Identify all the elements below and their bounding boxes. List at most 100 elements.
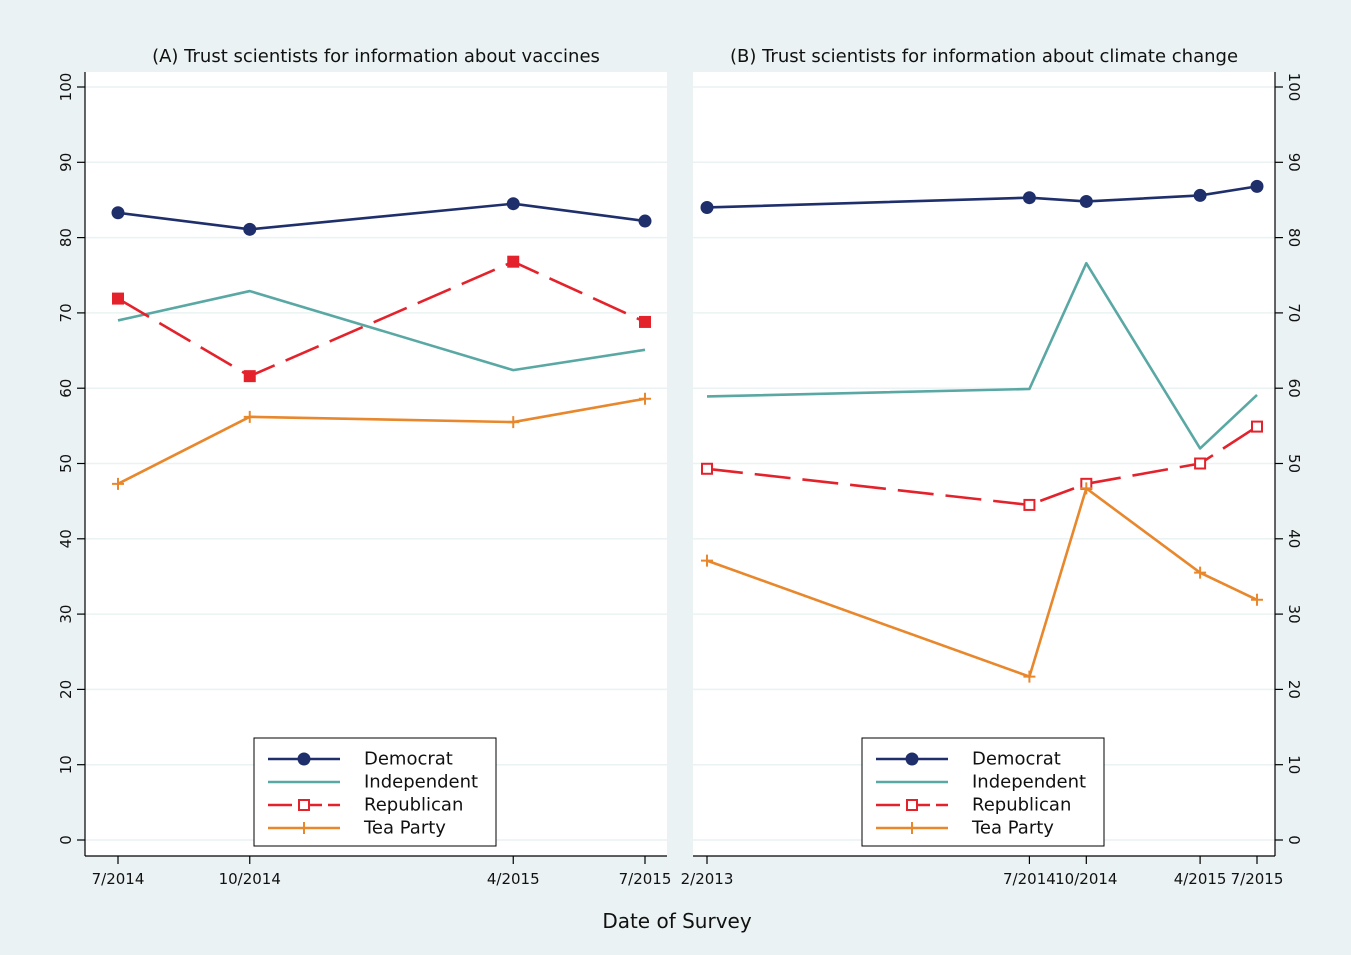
x-tick-label-2-2013: 2/2013 bbox=[681, 870, 734, 888]
point-tea-party-4-2015 bbox=[507, 416, 520, 429]
panel-a-series bbox=[111, 197, 652, 490]
panel-a-vaccines: 0 10 20 30 40 50 60 70 80 90 100 7/2014 10/2014 4/20… bbox=[57, 46, 671, 888]
series-tea-party bbox=[112, 392, 651, 490]
point-republican-7-2014 bbox=[112, 292, 124, 305]
y-tick-label-80: 80 bbox=[57, 228, 75, 247]
legend-marker-republican bbox=[298, 799, 310, 811]
point-tea-party-4-2015 bbox=[1194, 566, 1207, 579]
y-tick-label-20: 20 bbox=[1285, 680, 1303, 699]
y-tick-label-10: 10 bbox=[1285, 755, 1303, 774]
panel-b-y-ticks: 0 10 20 30 40 50 60 70 80 90 100 bbox=[1275, 73, 1303, 845]
y-tick-label-90: 90 bbox=[57, 153, 75, 172]
x-tick-label-7-2014: 7/2014 bbox=[1003, 870, 1056, 888]
y-tick-label-40: 40 bbox=[1285, 529, 1303, 548]
point-tea-party-10-2014 bbox=[1080, 482, 1093, 495]
y-tick-label-70: 70 bbox=[1285, 303, 1303, 322]
legend-label-democrat: Democrat bbox=[972, 749, 1061, 770]
series-republican bbox=[112, 255, 651, 383]
series-line-republican bbox=[117, 260, 646, 378]
legend-entry-republican: Republican bbox=[876, 795, 1071, 816]
legend-label-tea-party: Tea Party bbox=[971, 818, 1054, 839]
legend-marker-democrat bbox=[905, 752, 919, 766]
y-tick-label-10: 10 bbox=[57, 755, 75, 774]
series-independent bbox=[706, 261, 1258, 450]
legend-label-independent: Independent bbox=[972, 772, 1086, 793]
legend-label-republican: Republican bbox=[364, 795, 463, 816]
legend-marker-republican bbox=[906, 799, 918, 811]
legend-marker-tea-party bbox=[906, 822, 918, 834]
point-tea-party-7-2015 bbox=[639, 392, 651, 405]
x-tick-label-4-2015: 4/2015 bbox=[487, 870, 540, 888]
point-democrat-10-2014 bbox=[243, 222, 257, 236]
legend-entry-independent: Independent bbox=[876, 772, 1086, 793]
point-democrat-7-2014 bbox=[1022, 191, 1036, 205]
panel-b-title: (B) Trust scientists for information abo… bbox=[730, 46, 1238, 67]
legend-marker-democrat bbox=[297, 752, 311, 766]
panel-a-gridlines bbox=[85, 86, 667, 841]
series-democrat bbox=[700, 179, 1264, 214]
x-tick-label-7-2015: 7/2015 bbox=[619, 870, 672, 888]
x-tick-label-4-2015: 4/2015 bbox=[1174, 870, 1227, 888]
point-democrat-4-2015 bbox=[1193, 188, 1207, 202]
panel-b-x-ticks: 2/2013 7/2014 10/2014 4/2015 7/2015 bbox=[681, 856, 1284, 888]
x-axis-title: Date of Survey bbox=[602, 909, 752, 933]
point-democrat-7-2015 bbox=[638, 214, 652, 228]
y-tick-label-100: 100 bbox=[57, 73, 75, 102]
point-republican-7-2015 bbox=[639, 315, 651, 328]
point-democrat-7-2015 bbox=[1250, 179, 1264, 193]
panel-b-climate-change: 0 10 20 30 40 50 60 70 80 90 100 2/2013 7/2014 10/20… bbox=[681, 46, 1303, 888]
y-tick-label-70: 70 bbox=[57, 303, 75, 322]
point-republican-7-2015 bbox=[1251, 420, 1263, 433]
point-tea-party-7-2014 bbox=[1023, 670, 1036, 683]
legend-entry-democrat: Democrat bbox=[876, 749, 1061, 770]
x-tick-label-7-2014: 7/2014 bbox=[92, 870, 145, 888]
y-tick-label-60: 60 bbox=[1285, 379, 1303, 398]
y-tick-label-20: 20 bbox=[57, 680, 75, 699]
series-line-democrat bbox=[117, 202, 646, 231]
y-tick-label-0: 0 bbox=[57, 835, 75, 845]
y-tick-label-80: 80 bbox=[1285, 228, 1303, 247]
panel-a-title: (A) Trust scientists for information abo… bbox=[152, 46, 600, 67]
legend-marker-tea-party bbox=[298, 822, 310, 834]
point-republican-10-2014 bbox=[243, 370, 256, 383]
y-tick-label-40: 40 bbox=[57, 529, 75, 548]
legend-label-tea-party: Tea Party bbox=[363, 818, 446, 839]
series-line-independent bbox=[117, 289, 646, 372]
y-tick-label-50: 50 bbox=[1285, 454, 1303, 473]
y-tick-label-90: 90 bbox=[1285, 153, 1303, 172]
y-tick-label-30: 30 bbox=[57, 605, 75, 624]
point-tea-party-7-2015 bbox=[1251, 593, 1263, 606]
legend-entry-independent: Independent bbox=[268, 772, 478, 793]
legend-entry-tea-party: Tea Party bbox=[268, 818, 446, 839]
y-tick-label-30: 30 bbox=[1285, 605, 1303, 624]
y-tick-label-50: 50 bbox=[57, 454, 75, 473]
point-democrat-2-2013 bbox=[700, 200, 714, 214]
series-tea-party bbox=[701, 482, 1263, 683]
point-republican-7-2014 bbox=[1023, 498, 1036, 511]
point-republican-4-2015 bbox=[1194, 457, 1207, 470]
x-tick-label-10-2014: 10/2014 bbox=[1055, 870, 1117, 888]
x-tick-label-10-2014: 10/2014 bbox=[219, 870, 281, 888]
legend-entry-tea-party: Tea Party bbox=[876, 818, 1054, 839]
series-line-tea-party bbox=[117, 397, 646, 485]
point-democrat-7-2014 bbox=[111, 206, 125, 220]
point-democrat-10-2014 bbox=[1079, 194, 1093, 208]
panel-b-series bbox=[700, 179, 1264, 683]
legend-entry-democrat: Democrat bbox=[268, 749, 453, 770]
panel-a-y-ticks: 0 10 20 30 40 50 60 70 80 90 100 bbox=[57, 73, 85, 845]
point-tea-party-10-2014 bbox=[243, 410, 256, 423]
point-republican-4-2015 bbox=[507, 255, 520, 268]
y-tick-label-60: 60 bbox=[57, 379, 75, 398]
series-independent bbox=[117, 289, 646, 372]
series-line-independent bbox=[706, 261, 1258, 450]
panel-a-x-ticks: 7/2014 10/2014 4/2015 7/2015 bbox=[92, 856, 672, 888]
x-tick-label-7-2015: 7/2015 bbox=[1231, 870, 1284, 888]
point-democrat-4-2015 bbox=[506, 197, 520, 211]
legend-label-republican: Republican bbox=[972, 795, 1071, 816]
point-tea-party-7-2014 bbox=[112, 477, 124, 490]
legend-label-independent: Independent bbox=[364, 772, 478, 793]
legend-entry-republican: Republican bbox=[268, 795, 463, 816]
y-tick-label-100: 100 bbox=[1285, 73, 1303, 102]
